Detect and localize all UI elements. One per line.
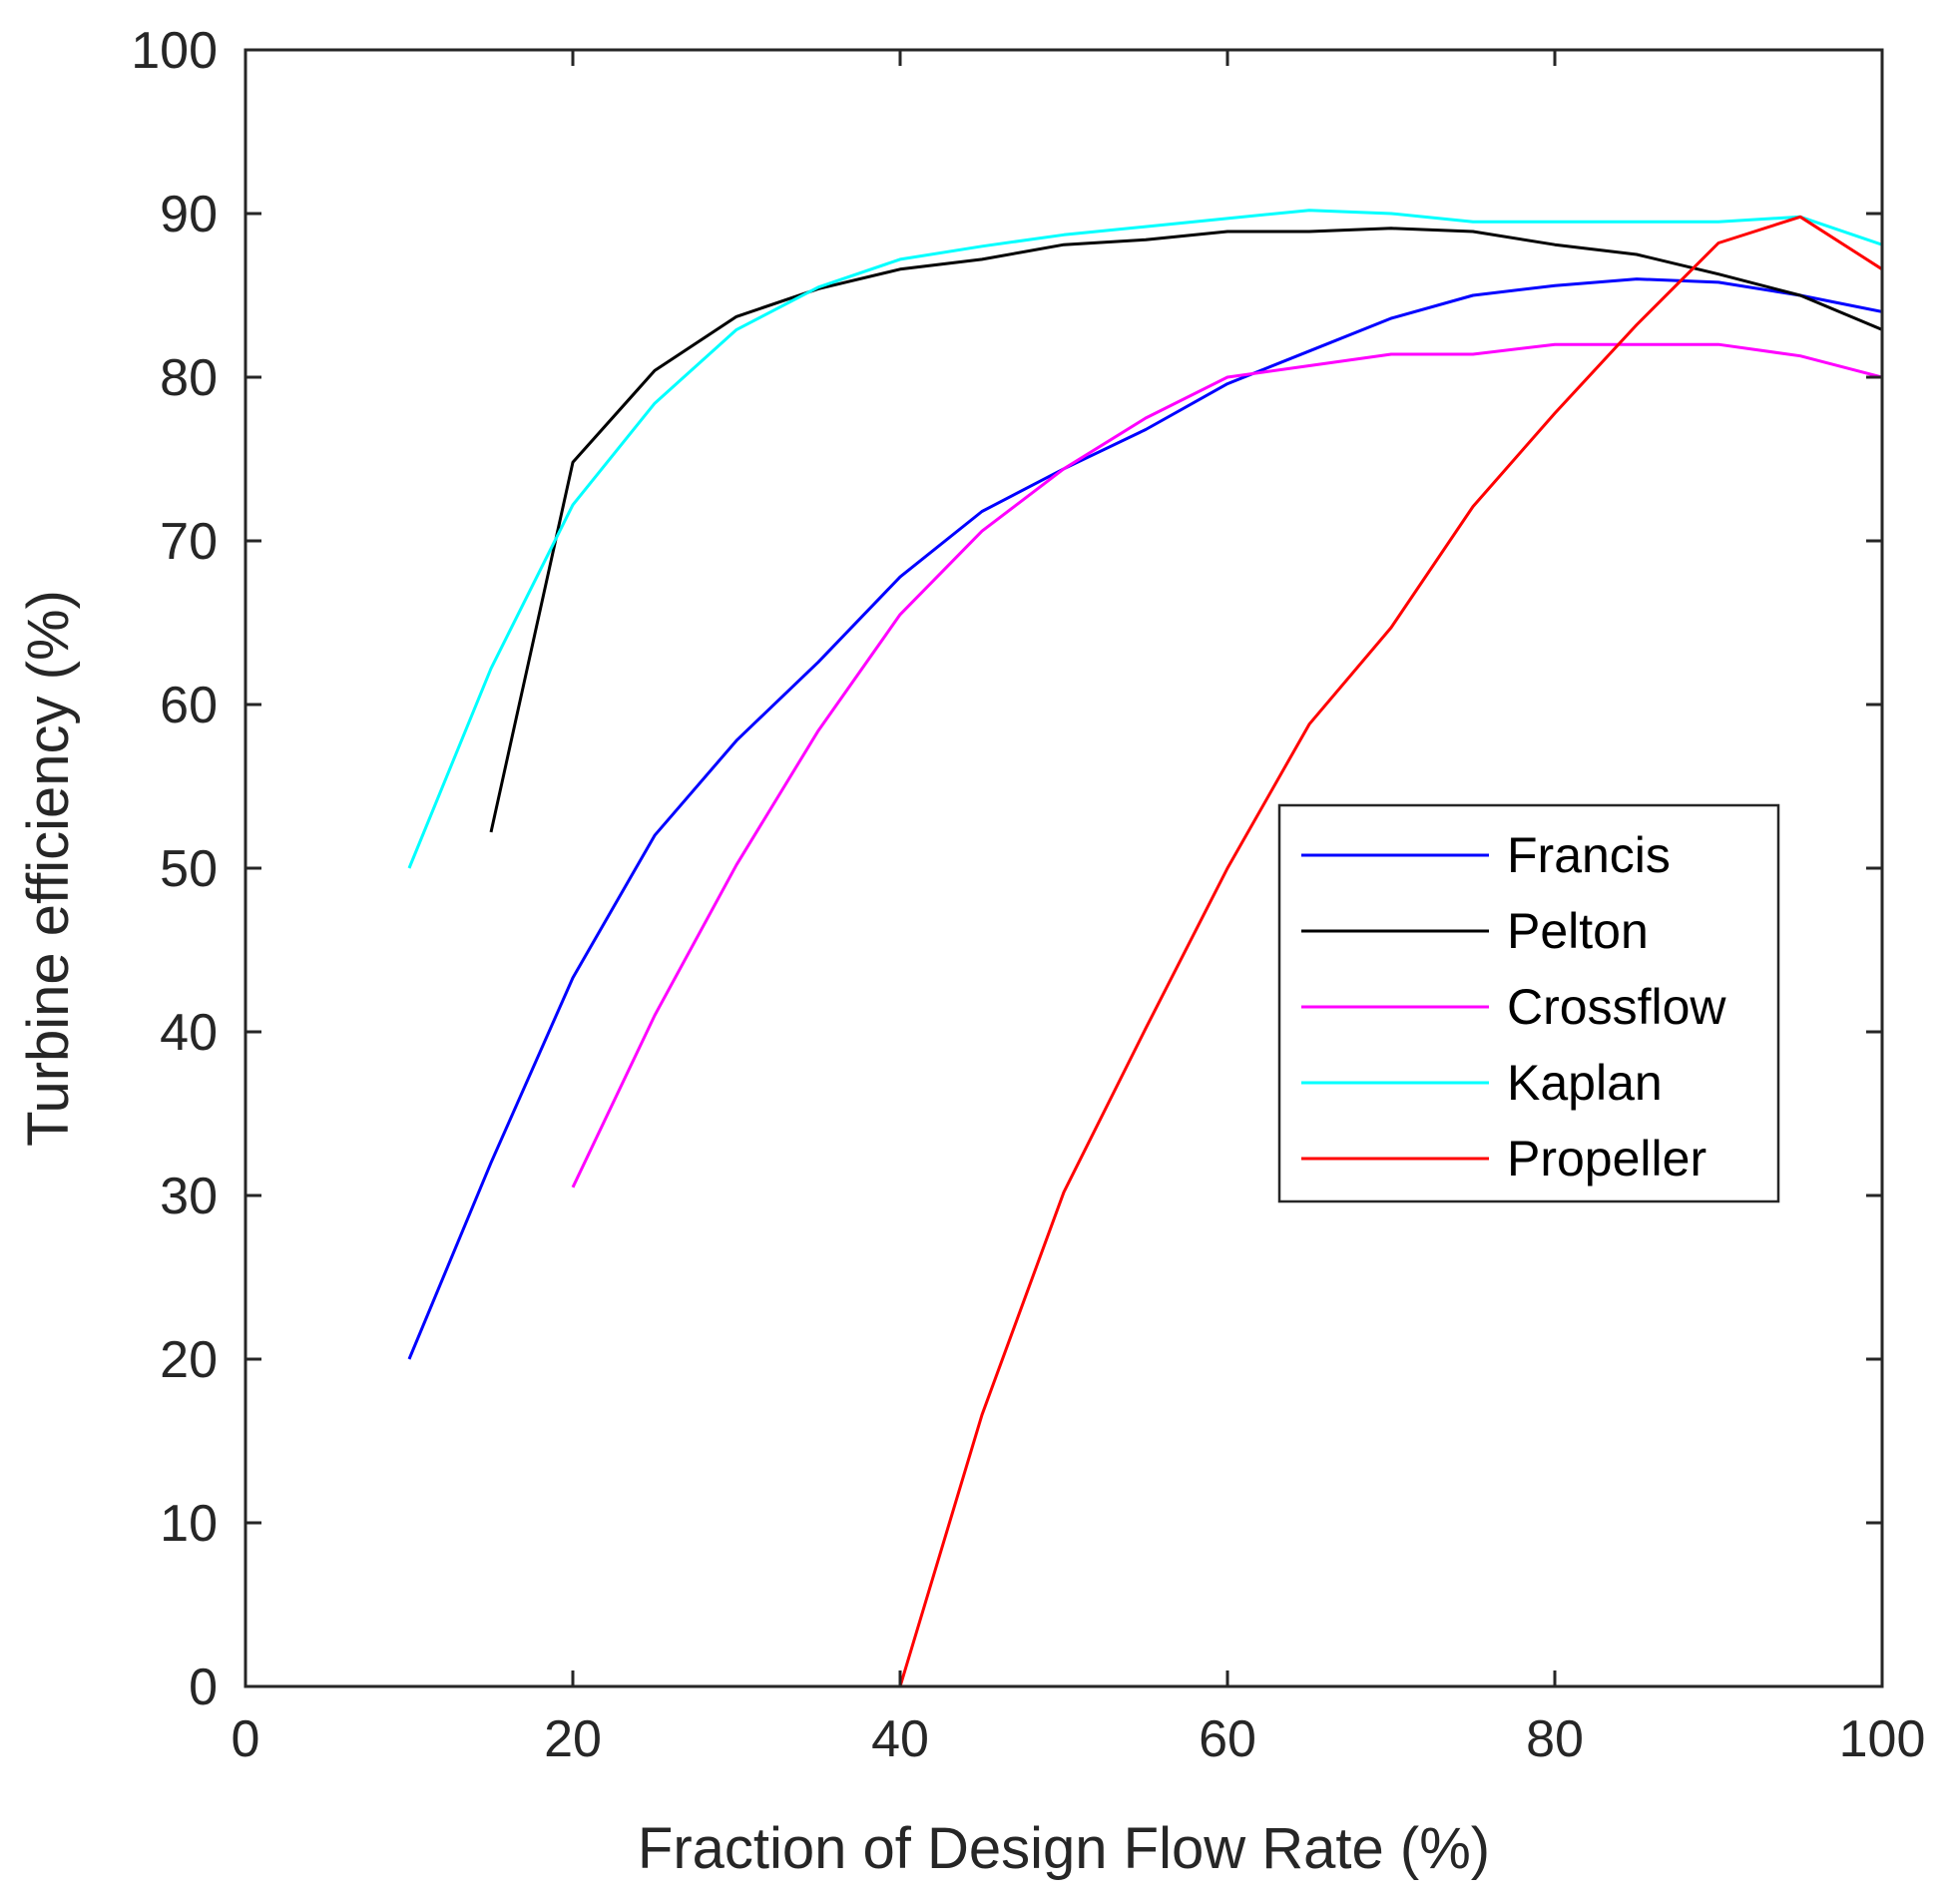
axis-ticks: [244, 48, 1884, 1688]
legend-label-francis: Francis: [1507, 827, 1671, 883]
series-line-francis: [407, 277, 1882, 1360]
legend-box: [1277, 803, 1780, 1203]
y-axis-label: Turbine efficiency (%): [16, 590, 81, 1147]
x-tick-label: 60: [1199, 1710, 1256, 1768]
x-tick-label: 40: [871, 1710, 929, 1768]
x-tick-label: 0: [232, 1710, 260, 1768]
legend-label-pelton: Pelton: [1507, 903, 1649, 959]
legend: Francis Pelton Crossflow Kaplan Propeller: [1277, 803, 1780, 1203]
y-tick-label: 20: [160, 1331, 218, 1389]
y-tick-label: 10: [160, 1495, 218, 1553]
y-tick-label: 40: [160, 1004, 218, 1062]
x-tick-label: 100: [1839, 1710, 1926, 1768]
y-tick-label: 80: [160, 349, 218, 407]
y-tick-label: 0: [189, 1659, 218, 1716]
legend-label-propeller: Propeller: [1507, 1131, 1706, 1187]
series-line-kaplan: [407, 209, 1882, 869]
legend-label-kaplan: Kaplan: [1507, 1055, 1663, 1111]
plot-lines: [407, 209, 1882, 1686]
series-line-pelton: [489, 227, 1882, 833]
x-axis-label: Fraction of Design Flow Rate (%): [638, 1816, 1490, 1881]
series-line-propeller: [898, 215, 1882, 1686]
y-tick-label: 50: [160, 840, 218, 898]
axis-tick-labels: 0 20 40 60 80 100 0 10 20 30 40 50 60 70 80 90 100: [131, 22, 1925, 1768]
y-tick-label: 60: [160, 677, 218, 734]
y-tick-label: 30: [160, 1168, 218, 1225]
series-line-crossflow: [571, 342, 1882, 1189]
legend-label-crossflow: Crossflow: [1507, 979, 1726, 1035]
y-tick-label: 100: [131, 22, 218, 80]
y-tick-label: 90: [160, 186, 218, 243]
x-tick-label: 20: [544, 1710, 602, 1768]
y-tick-label: 70: [160, 513, 218, 571]
x-tick-label: 80: [1526, 1710, 1584, 1768]
